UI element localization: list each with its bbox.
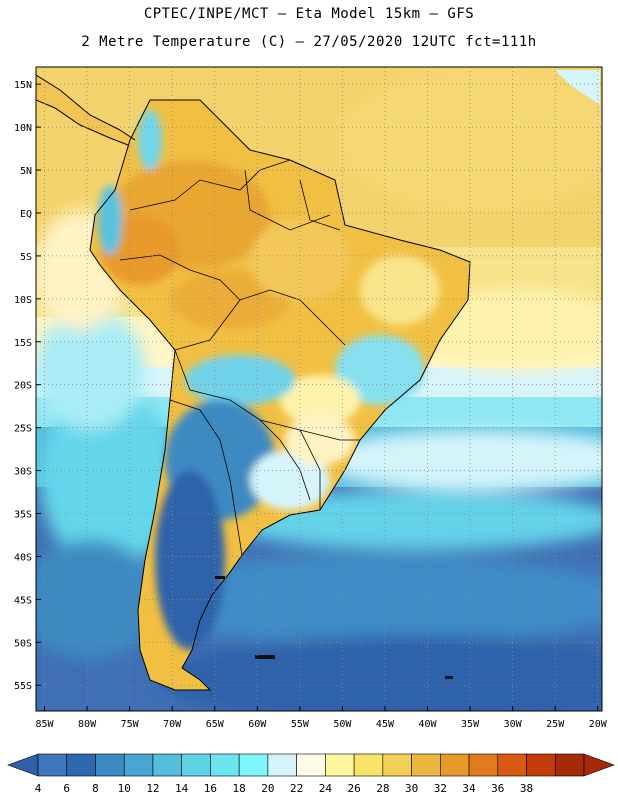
field-layer [36, 67, 602, 711]
colorbar-label: 38 [520, 782, 533, 795]
lon-tick-label: 25W [546, 719, 565, 730]
lat-tick-label: 25S [14, 424, 32, 435]
lat-tick-label: 10S [14, 295, 32, 306]
lat-tick-label: 30S [14, 467, 32, 478]
lon-tick-label: 30W [504, 719, 523, 730]
lon-tick-label: 50W [333, 719, 352, 730]
colorbar-label: 24 [319, 782, 333, 795]
lon-tick-label: 20W [589, 719, 608, 730]
colorbar-label: 18 [233, 782, 246, 795]
lat-tick-label: 35S [14, 510, 32, 521]
colorbar-swatch [296, 753, 326, 777]
lon-tick-label: 65W [206, 719, 225, 730]
colorbar-swatch [37, 753, 68, 777]
lat-tick-label: 15S [14, 338, 32, 349]
colorbar-arrow-right [583, 753, 615, 777]
colorbar-swatch [152, 753, 182, 777]
colorbar-label: 8 [92, 782, 99, 795]
colorbar: 4 6 8 10 12 14 16 18 20 22 24 26 28 30 32 34 36 38 [7, 753, 615, 795]
lat-tick-label: 5N [20, 166, 32, 177]
title-line-2: 2 Metre Temperature (C) – 27/05/2020 12U… [81, 34, 537, 50]
colorbar-swatch [353, 753, 384, 777]
colorbar-label: 12 [146, 782, 159, 795]
lat-tick-label: 50S [14, 638, 32, 649]
colorbar-swatch [468, 753, 499, 777]
colorbar-label: 14 [175, 782, 189, 795]
colorbar-label: 16 [204, 782, 217, 795]
colorbar-swatch [238, 753, 269, 777]
colorbar-label: 20 [261, 782, 274, 795]
lon-tick-label: 35W [461, 719, 480, 730]
colorbar-label: 22 [290, 782, 303, 795]
longitude-axis: 85W 80W 75W 70W 65W 60W 55W 50W 45W 40W 35W 30W 25W 2… [35, 706, 608, 730]
colorbar-swatch [440, 753, 470, 777]
colorbar-swatch [181, 753, 211, 777]
colorbar-swatch [210, 753, 240, 777]
latitude-axis: 15N 10N 5N EQ 5S 10S 15S 20S 25S 30S 35S 40S 45S 50S 5… [14, 80, 41, 692]
lon-tick-label: 60W [248, 719, 267, 730]
lon-tick-label: 70W [163, 719, 182, 730]
colorbar-swatch [325, 753, 355, 777]
lat-tick-label: 40S [14, 552, 32, 563]
colorbar-swatch [95, 753, 125, 777]
colorbar-label: 4 [35, 782, 42, 795]
lon-tick-label: 75W [121, 719, 140, 730]
colorbar-label: 32 [434, 782, 447, 795]
colorbar-label: 30 [405, 782, 418, 795]
lon-tick-label: 55W [291, 719, 310, 730]
lon-tick-label: 80W [78, 719, 97, 730]
lat-tick-label: 55S [14, 681, 32, 692]
title-line-1: CPTEC/INPE/MCT – Eta Model 15km – GFS [143, 6, 475, 22]
colorbar-swatch [66, 753, 96, 777]
colorbar-label: 28 [376, 782, 389, 795]
colorbar-arrow-left [7, 753, 39, 777]
lat-tick-label: 10N [14, 123, 32, 134]
colorbar-swatch [497, 753, 527, 777]
lat-tick-label: 5S [20, 252, 32, 263]
lat-tick-label: 45S [14, 595, 32, 606]
lat-tick-label: 20S [14, 381, 32, 392]
lon-tick-label: 45W [376, 719, 395, 730]
colorbar-swatch [267, 753, 297, 777]
colorbar-label: 26 [347, 782, 360, 795]
colorbar-label: 6 [63, 782, 70, 795]
lat-tick-label: EQ [20, 209, 32, 220]
colorbar-swatch [526, 753, 556, 777]
colorbar-label: 34 [462, 782, 476, 795]
colorbar-label: 10 [118, 782, 131, 795]
colorbar-swatch [411, 753, 441, 777]
lon-tick-label: 85W [35, 719, 54, 730]
lat-tick-label: 15N [14, 80, 32, 91]
lon-tick-label: 40W [418, 719, 437, 730]
map-frame [35, 66, 603, 712]
colorbar-swatch [554, 753, 585, 777]
colorbar-swatch [382, 753, 412, 777]
colorbar-label: 36 [491, 782, 504, 795]
colorbar-swatch [123, 753, 154, 777]
